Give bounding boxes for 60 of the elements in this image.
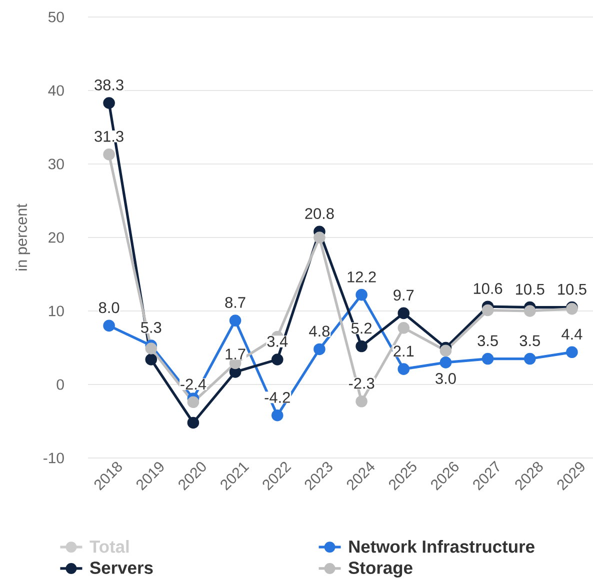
data-label: -4.2 [264,392,290,403]
point [356,396,368,408]
data-label: -2.3 [348,378,374,389]
data-label: -2.4 [180,378,206,390]
data-label: 3.4 [267,336,288,347]
point [398,322,410,334]
data-label: 9.7 [394,290,414,301]
data-label: 4.8 [309,326,330,337]
point [145,354,158,366]
point [229,314,242,326]
y-tick-label: 20 [48,232,64,243]
point [566,346,578,358]
data-label: 1.7 [226,348,246,360]
y-axis-title: in percent [16,204,30,270]
data-label: 31.3 [94,130,124,142]
point [356,340,368,352]
point [482,304,494,316]
point [314,232,326,244]
point [482,352,494,365]
point [314,343,326,356]
data-label: 3.5 [520,335,540,346]
data-label: 10.6 [474,283,502,294]
data-label: 38.3 [94,79,124,90]
data-label: 20.8 [305,208,334,220]
point [398,363,410,375]
point [145,342,158,354]
data-label: 2.1 [394,346,414,356]
point [103,320,115,332]
data-label: 10.5 [558,284,586,295]
point [229,366,242,378]
legend-label: Network Infrastructure [349,540,534,553]
data-label: 3.0 [436,373,456,384]
point [524,352,536,365]
y-tick-label: 50 [48,12,64,22]
y-tick-label: 0 [56,379,64,390]
legend-label: Storage [348,562,412,578]
legend-label: Servers [90,562,153,574]
point [440,356,452,368]
point [271,354,284,366]
y-tick-label: 10 [48,306,64,316]
point [440,344,452,357]
data-label: 10.5 [516,284,544,295]
data-label: 4.4 [562,328,582,340]
point [187,416,200,429]
point [271,409,284,422]
data-label: 3.5 [478,335,498,346]
data-label: 5.2 [351,322,372,334]
data-label: 5.3 [141,322,162,333]
y-tick-label: -10 [44,452,64,464]
y-tick-label: 40 [48,85,64,96]
point [103,97,115,109]
data-label: 12.2 [348,271,376,282]
point [356,288,368,301]
y-tick-label: 30 [48,158,64,170]
point [103,148,115,160]
data-label: 8.7 [225,297,246,308]
data-label: 8.0 [98,302,120,314]
point [524,305,536,317]
point [187,396,200,408]
point [398,307,410,320]
